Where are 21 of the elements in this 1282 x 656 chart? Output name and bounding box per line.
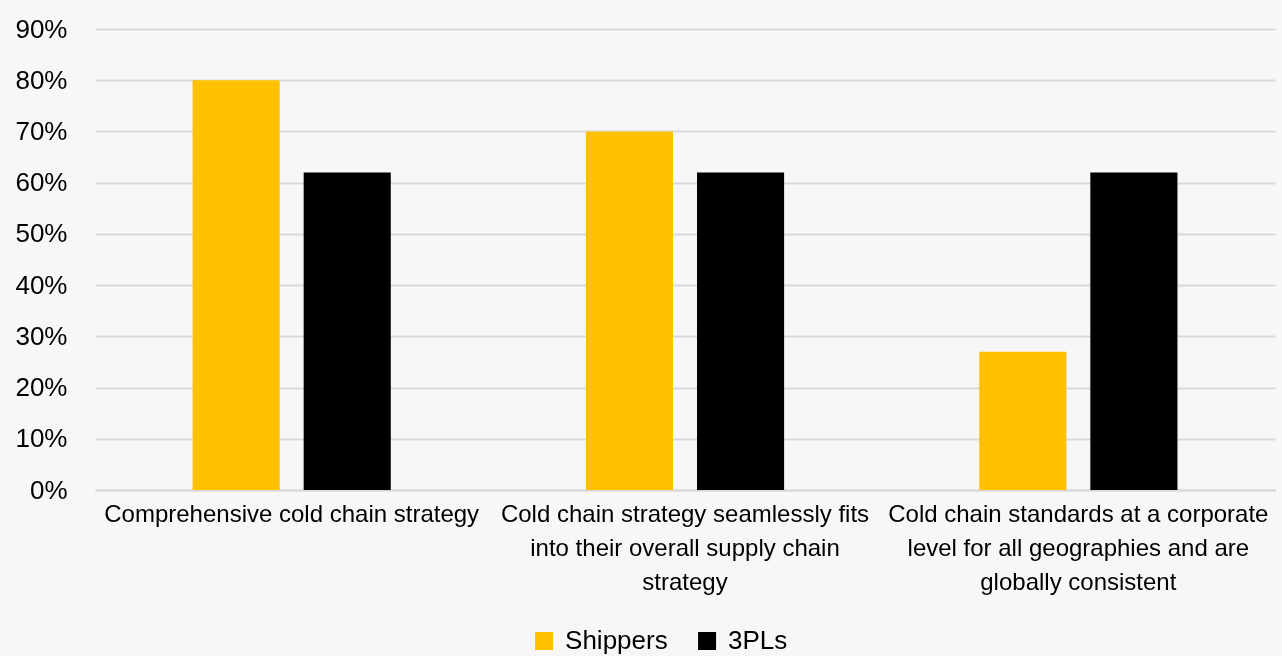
y-tick-label: 0% <box>29 474 68 505</box>
x-tick-label: Cold chain strategy seamlessly fits into their overall supply chain strategy <box>500 499 870 595</box>
y-tick-label: 90% <box>15 13 68 44</box>
y-tick-label: 30% <box>15 320 68 351</box>
y-tick-label: 80% <box>15 64 68 95</box>
bar <box>979 351 1067 490</box>
bar <box>697 172 785 490</box>
y-tick-label: 40% <box>15 269 68 300</box>
bar <box>303 172 391 490</box>
y-tick-label: 10% <box>15 423 68 454</box>
bar <box>192 80 280 490</box>
legend-label: Shippers <box>565 625 668 655</box>
y-tick-label: 50% <box>15 218 68 249</box>
x-tick-label: Comprehensive cold chain strategy <box>104 499 480 527</box>
y-tick-label: 70% <box>15 115 68 146</box>
bar <box>1090 172 1178 490</box>
bar <box>585 131 673 490</box>
y-tick-label: 60% <box>15 167 68 198</box>
x-tick-label: Cold chain standards at a corporate level for all geographies and are globally consistent <box>888 499 1269 595</box>
legend-label: 3PLs <box>728 625 788 655</box>
y-tick-label: 20% <box>15 372 68 403</box>
